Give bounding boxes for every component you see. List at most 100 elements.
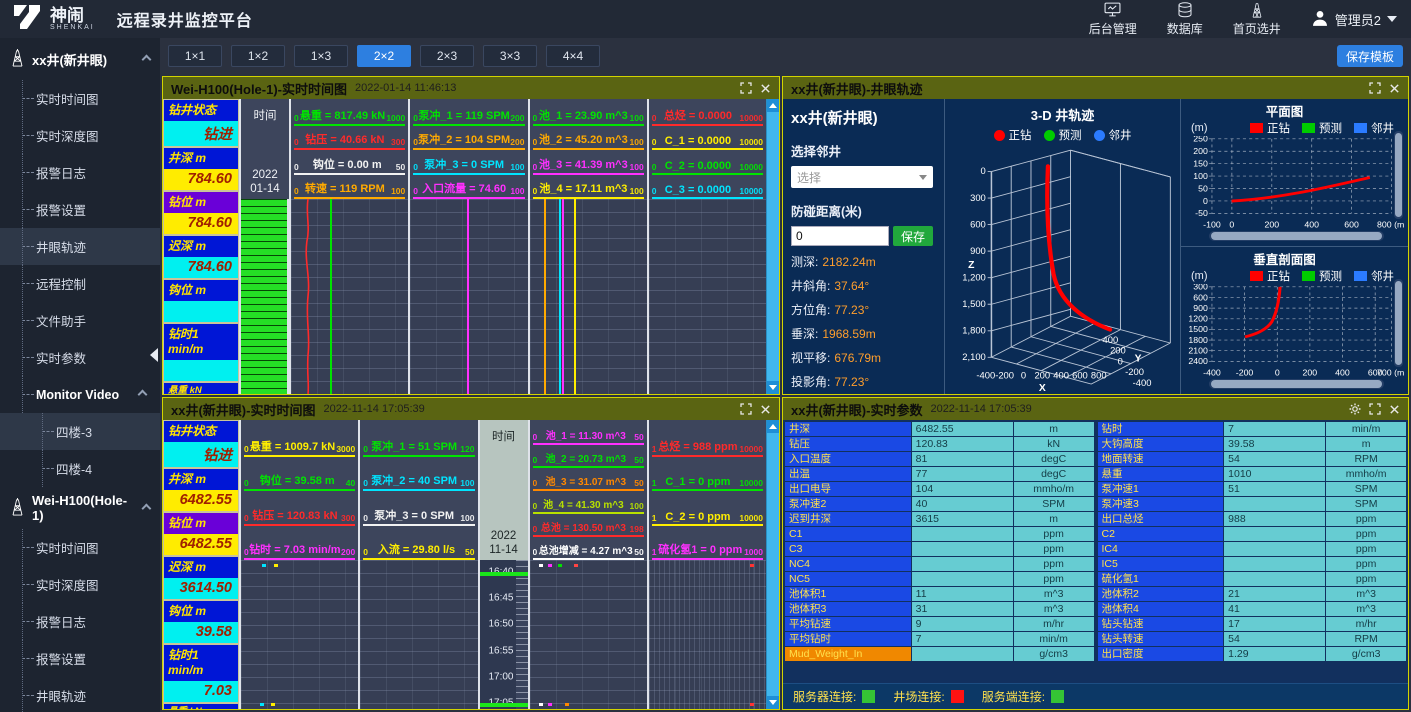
curve-label: 0池_1 = 23.90 m^3100 [533,101,644,126]
param-name-cell: 泵冲速2 [785,497,911,511]
status-indicator [1051,690,1064,703]
curve-label: 0池_2 = 20.73 m^350 [533,445,644,468]
sidebar-item-1-4[interactable]: 井眼轨迹 [0,677,160,712]
gear-icon[interactable] [1349,403,1361,415]
time-day: 01-14 [250,183,279,195]
scroll-down-button[interactable] [767,696,779,709]
save-template-button[interactable]: 保存模板 [1337,45,1403,67]
expand-icon[interactable] [740,82,752,94]
section-v-scrollbar[interactable] [1394,279,1403,367]
track-plot-area [241,560,358,709]
curve-label: 0泵冲_1 = 51 SPM120 [363,422,474,457]
trajectory-stat-0: 测深:2182.24m [791,253,936,270]
sidebar-item-0-1[interactable]: 实时深度图 [0,117,160,154]
close-icon[interactable] [760,83,771,94]
sidebar-item-0-2[interactable]: 报警日志 [0,154,160,191]
curve-max: 50 [396,162,405,172]
sidebar-item-1-1[interactable]: 实时深度图 [0,566,160,603]
topnav-item-1[interactable]: 数据库 [1167,2,1203,37]
status-block: 钻时1 min/m [164,324,238,381]
curve-name-value: 池_1 = 23.90 m^3 [539,107,628,123]
table-row-half: C1ppm [785,527,1094,541]
sidebar-well-1[interactable]: Wei-H100(Hole-1) [0,487,160,529]
table-row-half: 大钩高度39.58m [1098,437,1407,451]
sidebar-item-1-0[interactable]: 实时时间图 [0,529,160,566]
expand-icon[interactable] [1369,82,1381,94]
sidebar-collapse-handle[interactable] [150,348,158,362]
layout-button-3x3[interactable]: 3×3 [483,45,537,67]
plan-h-scrollbar[interactable] [1209,231,1384,241]
collision-distance-input[interactable] [791,226,889,246]
neighbor-well-select[interactable]: 选择 [791,166,933,188]
svg-text:250: 250 [1193,136,1208,144]
curve-max: 100 [510,162,524,172]
curve-name-value: 悬重 = 817.49 kN [300,107,385,123]
sidebar-item-0-5[interactable]: 远程控制 [0,265,160,302]
legend-item: 正钻 [1250,268,1290,284]
layout-button-1x1[interactable]: 1×1 [168,45,222,67]
close-icon[interactable] [1389,404,1400,415]
track-header: 0悬重 = 1009.7 kN30000钩位 = 39.58 m400钻压 = … [241,420,358,560]
status-block: 钻位 m6482.55 [164,513,238,555]
expand-icon[interactable] [1369,403,1381,415]
chart-scrollbar[interactable] [766,99,779,394]
param-value-cell: 11 [912,587,1013,601]
scroll-up-button[interactable] [767,99,779,112]
close-icon[interactable] [1389,83,1400,94]
layout-button-1x3[interactable]: 1×3 [294,45,348,67]
scroll-up-button[interactable] [767,420,779,433]
sidebar-subitem-0-1[interactable]: 四楼-4 [0,450,160,487]
sidebar-item-1-3[interactable]: 报警设置 [0,640,160,677]
param-unit-cell: m^3 [1326,602,1406,616]
layout-button-1x2[interactable]: 1×2 [231,45,285,67]
legend-marker [1250,123,1263,133]
close-icon[interactable] [760,404,771,415]
save-distance-button[interactable]: 保存 [893,226,933,246]
monitor-icon [1104,2,1121,21]
legend-item: 预测 [1044,127,1082,143]
connection-label: 井场连接: [893,688,944,705]
table-row-half: 池体积441m^3 [1098,602,1407,616]
table-row: NC5ppm硫化氢1ppm [785,572,1406,586]
param-label: 钻井状态 [164,421,238,442]
param-name-cell: 出口总烃 [1098,512,1224,526]
sidebar-well-0[interactable]: xx井(新井眼) [0,38,160,80]
select-placeholder: 选择 [797,169,821,186]
stat-label: 垂深: [791,327,818,341]
legend-marker [1302,123,1315,133]
section-h-scrollbar[interactable] [1209,379,1384,389]
panel-realtime-chart-wei: Wei-H100(Hole-1)-实时时间图 2022-01-14 11:46:… [162,76,780,395]
sidebar-item-0-0[interactable]: 实时时间图 [0,80,160,117]
curve-max: 10000 [739,444,763,454]
layout-button-2x2[interactable]: 2×2 [357,45,411,67]
param-unit-cell: m/hr [1014,617,1094,631]
layout-button-2x3[interactable]: 2×3 [420,45,474,67]
expand-icon[interactable] [740,403,752,415]
user-menu[interactable]: 管理员2 [1311,9,1397,30]
time-year: 2022 [491,530,517,542]
sidebar-item-1-2[interactable]: 报警日志 [0,603,160,640]
layout-button-4x4[interactable]: 4×4 [546,45,600,67]
status-block: 井深 m6482.55 [164,469,238,511]
topnav-item-0[interactable]: 后台管理 [1089,2,1137,36]
sidebar-subitem-0-0[interactable]: 四楼-3 [0,413,160,450]
chart-scrollbar[interactable] [766,420,779,709]
curve-name-value: 泵冲_2 = 104 SPM [418,131,510,147]
plan-v-scrollbar[interactable] [1394,131,1403,219]
sidebar-item-0-8[interactable]: Monitor Video [0,376,160,413]
sidebar-item-0-3[interactable]: 报警设置 [0,191,160,228]
curve-min: 0 [533,137,538,147]
curve-max: 40 [346,478,355,488]
table-row-half: 入口温度81degC [785,452,1094,466]
table-row: 平均钻速9m/hr钻头钻速17m/hr [785,617,1406,631]
scroll-down-button[interactable] [767,381,779,394]
sidebar-item-0-6[interactable]: 文件助手 [0,302,160,339]
sidebar-item-0-4[interactable]: 井眼轨迹 [0,228,160,265]
param-name-cell: C1 [785,527,911,541]
curve-min: 0 [244,513,249,523]
topnav-item-2[interactable]: 首页选井 [1233,2,1281,37]
section-view-plot: 30060090012001500180021002400-400-200020… [1181,284,1408,384]
svg-text:400: 400 [1053,371,1069,381]
sidebar-item-0-7[interactable]: 实时参数 [0,339,160,376]
curve-min: 0 [413,113,418,123]
